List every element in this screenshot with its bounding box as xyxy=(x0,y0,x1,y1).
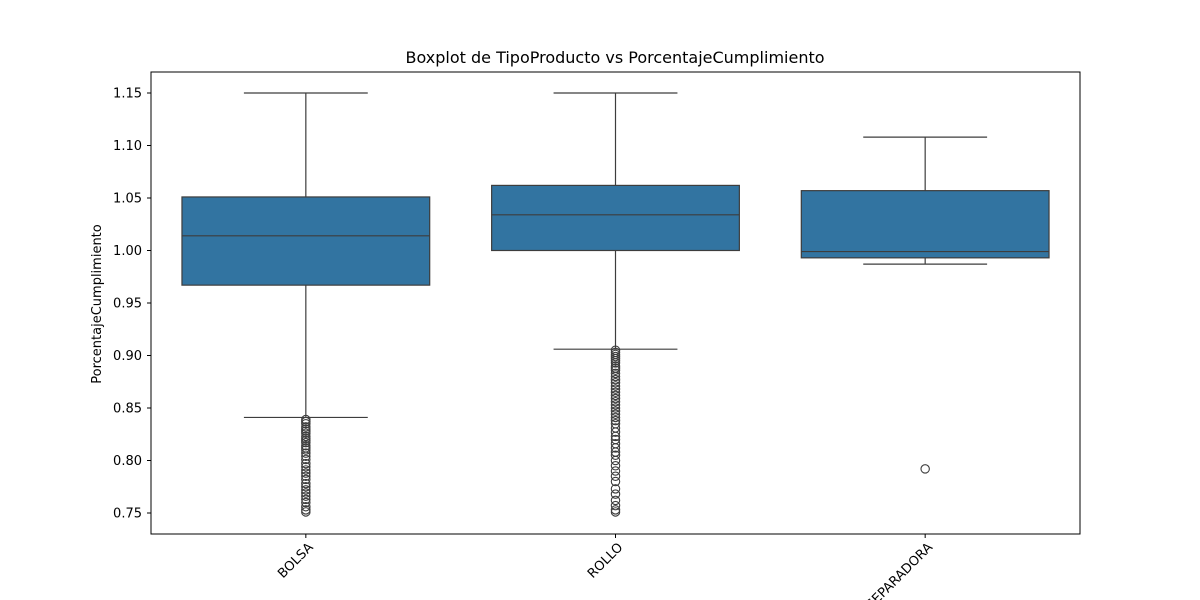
outlier-point xyxy=(610,466,621,476)
outlier-point xyxy=(610,378,621,388)
outlier-point xyxy=(610,476,621,487)
y-tick-label: 0.85 xyxy=(113,402,142,417)
outlier-point xyxy=(301,501,311,512)
outlier-point xyxy=(301,448,311,458)
outlier-point xyxy=(610,507,621,517)
outlier-point xyxy=(610,358,621,368)
outlier-point xyxy=(301,497,311,508)
outlier-point xyxy=(610,495,621,506)
outlier-point xyxy=(610,400,621,410)
outlier-point xyxy=(610,409,621,420)
y-tick-label: 1.10 xyxy=(113,139,142,154)
y-tick-label: 1.00 xyxy=(113,244,142,259)
outlier-point xyxy=(610,455,621,466)
y-tick-label: 0.80 xyxy=(113,454,142,469)
iqr-box xyxy=(181,196,431,286)
outlier-point xyxy=(301,418,311,429)
outlier-point xyxy=(610,371,621,382)
outlier-point xyxy=(301,471,311,481)
outlier-point xyxy=(610,460,621,471)
outlier-point xyxy=(920,464,930,474)
outlier-point xyxy=(301,451,311,462)
outlier-point xyxy=(301,491,311,501)
outlier-point xyxy=(301,468,311,478)
outlier-point xyxy=(610,368,621,379)
outlier-point xyxy=(610,381,621,391)
outlier-point xyxy=(301,437,311,448)
outlier-point xyxy=(301,428,311,438)
outlier-point xyxy=(610,450,621,460)
outlier-point xyxy=(610,365,621,375)
outlier-point xyxy=(610,403,621,413)
y-axis-label: PorcentajeCumplimiento xyxy=(90,224,105,384)
y-tick-label: 0.90 xyxy=(113,349,142,364)
y-tick-label: 0.75 xyxy=(113,507,142,522)
outlier-point xyxy=(610,374,621,385)
outlier-point xyxy=(610,387,621,397)
plot-frame xyxy=(150,71,1081,535)
outlier-point xyxy=(301,485,311,495)
outlier-point xyxy=(301,488,311,498)
outlier-point xyxy=(301,454,311,465)
outlier-point xyxy=(610,393,621,404)
plot-area: 0.750.800.850.900.951.001.051.101.15BOLS… xyxy=(113,87,1050,600)
outlier-point xyxy=(610,396,621,407)
outlier-point xyxy=(301,462,311,472)
iqr-box xyxy=(800,190,1050,259)
outlier-point xyxy=(301,481,311,492)
outlier-point xyxy=(301,494,311,505)
y-tick-label: 1.05 xyxy=(113,192,142,207)
outlier-point xyxy=(610,500,621,511)
iqr-box xyxy=(491,184,740,252)
outlier-point xyxy=(301,445,311,455)
y-tick-label: 0.95 xyxy=(113,297,142,312)
outlier-point xyxy=(301,458,311,469)
outlier-point xyxy=(610,443,621,453)
outlier-point xyxy=(610,412,621,423)
outlier-point xyxy=(610,390,621,401)
outlier-point xyxy=(301,465,311,475)
outlier-point xyxy=(610,431,621,442)
outlier-point xyxy=(610,427,621,437)
outlier-point xyxy=(301,507,311,517)
outlier-point xyxy=(301,478,311,489)
outlier-point xyxy=(610,406,621,416)
outlier-point xyxy=(610,489,621,499)
outlier-point xyxy=(610,471,621,481)
outlier-point xyxy=(301,474,311,485)
chart-title: Boxplot de TipoProducto vs PorcentajeCum… xyxy=(405,48,824,67)
outlier-point xyxy=(610,415,621,426)
y-tick-label: 1.15 xyxy=(113,87,142,102)
outlier-point xyxy=(610,384,621,394)
outlier-point xyxy=(610,484,621,494)
